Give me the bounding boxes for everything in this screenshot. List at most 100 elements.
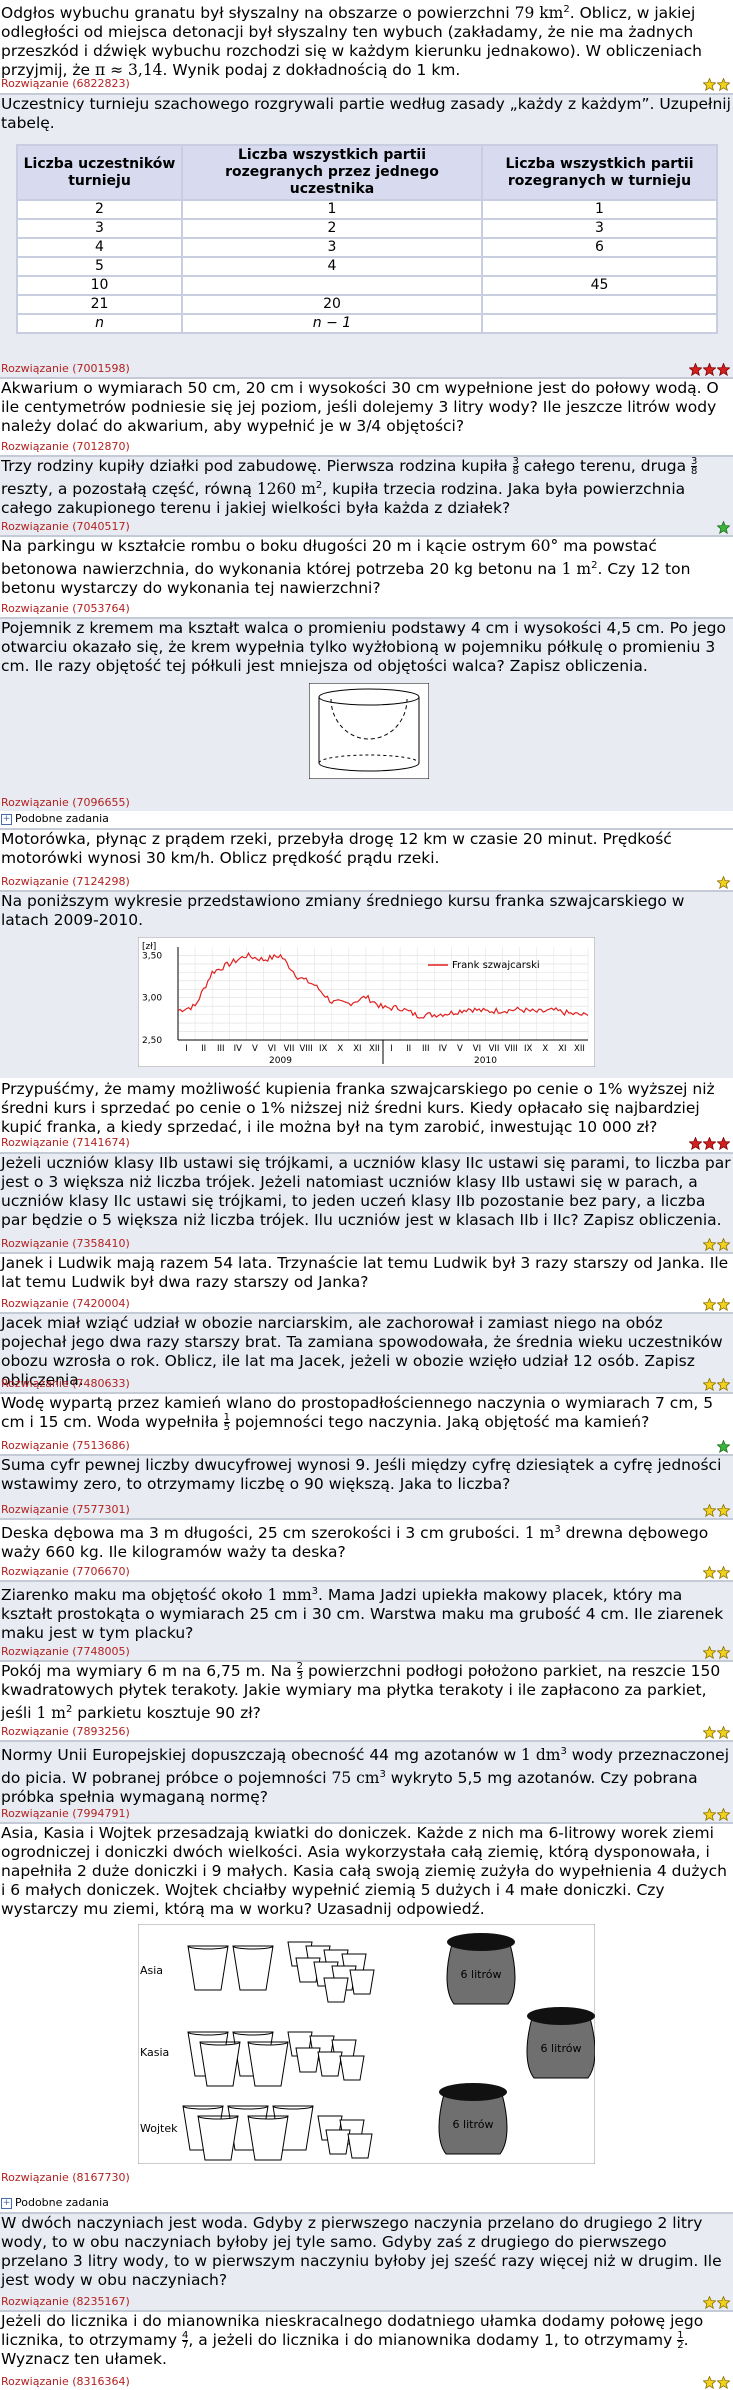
table-cell — [183, 277, 481, 294]
x-tick-label: II — [406, 1044, 411, 1054]
star-icon — [689, 363, 702, 376]
solution-link[interactable]: Rozwiązanie (7096655) — [1, 796, 130, 809]
x-tick-label: VII — [489, 1044, 500, 1054]
x-tick-label: XI — [353, 1044, 361, 1054]
star-icon — [717, 1808, 730, 1821]
franc-chart: [zł]3,503,002,50I II III IV V VI VII VIII IX X XI X… — [138, 937, 595, 1067]
row-label: Asia — [140, 1964, 163, 1977]
task-12: Jacek miał wziąć udział w obozie narciar… — [0, 1314, 733, 1392]
y-tick-label: 3,50 — [142, 951, 162, 961]
solution-link[interactable]: Rozwiązanie (7358410) — [1, 1237, 130, 1250]
task-text: Jacek miał wziąć udział w obozie narciar… — [1, 1314, 723, 1389]
task-text: Uczestnicy turnieju szachowego rozgrywal… — [1, 95, 731, 132]
table-cell: 20 — [183, 296, 481, 313]
small-pot — [317, 2051, 343, 2077]
task-text: W dwóch naczyniach jest woda. Gdyby z pi… — [1, 2214, 722, 2289]
solution-link[interactable]: Rozwiązanie (7420004) — [1, 1297, 130, 1310]
row-label: Kasia — [140, 2046, 169, 2059]
solution-link[interactable]: Rozwiązanie (6822823) — [1, 77, 130, 90]
task-text: Wodę wypartą przez kamień wlano do prost… — [1, 1394, 714, 1433]
solution-link[interactable]: Rozwiązanie (7706670) — [1, 1565, 130, 1578]
y-tick-label: 3,00 — [142, 994, 162, 1004]
task-text: Akwarium o wymiarach 50 cm, 20 cm i wyso… — [1, 379, 719, 435]
solution-link[interactable]: Rozwiązanie (8235167) — [1, 2295, 130, 2308]
chart-frame — [138, 937, 595, 1067]
bag-label: 6 litrów — [461, 1968, 502, 1981]
task-text: Deska dębowa ma 3 m długości, 25 cm szer… — [1, 1524, 709, 1562]
difficulty-stars — [717, 521, 730, 534]
legend-label: Frank szwajcarski — [452, 960, 540, 971]
task-text: Suma cyfr pewnej liczby dwucyfrowej wyno… — [1, 1456, 722, 1493]
x-tick-label: I — [390, 1044, 393, 1054]
similar-tasks-link[interactable]: + Podobne zadania — [1, 812, 109, 825]
bag-label: 6 litrów — [541, 2042, 582, 2055]
solution-link[interactable]: Rozwiązanie (7748005) — [1, 1645, 130, 1658]
table-cell: 4 — [183, 258, 481, 275]
solution-link[interactable]: Rozwiązanie (8167730) — [1, 2171, 130, 2184]
star-icon — [717, 2296, 730, 2309]
solution-link[interactable]: Rozwiązanie (7994791) — [1, 1807, 130, 1820]
x-tick-label: VI — [268, 1044, 276, 1054]
task-7: Motorówka, płynąc z prądem rzeki, przeby… — [0, 830, 733, 890]
x-tick-label: VII — [284, 1044, 295, 1054]
star-icon — [703, 1504, 716, 1517]
x-tick-label: IX — [524, 1044, 533, 1054]
task-text: Trzy rodziny kupiły działki pod zabudowę… — [1, 456, 698, 518]
x-tick-label: VIII — [504, 1044, 517, 1054]
star-icon — [717, 1440, 730, 1453]
table-cell: 45 — [483, 277, 716, 294]
table-row: 10 45 — [18, 277, 716, 294]
solution-link[interactable]: Rozwiązanie (7513686) — [1, 1439, 130, 1452]
solution-link[interactable]: Rozwiązanie (8316364) — [1, 2375, 130, 2388]
x-tick-label: XII — [369, 1044, 380, 1054]
task-11: Janek i Ludwik mają razem 54 lata. Trzyn… — [0, 1254, 733, 1312]
x-tick-label: X — [542, 1044, 548, 1054]
star-icon — [703, 2376, 716, 2389]
difficulty-stars — [703, 1566, 730, 1579]
small-pot — [347, 2133, 373, 2159]
task-text: Na poniższym wykresie przedstawiono zmia… — [1, 892, 685, 929]
table-cell: 4 — [18, 239, 181, 256]
cylinder-figure — [309, 683, 429, 779]
solution-link[interactable]: Rozwiązanie (7124298) — [1, 875, 130, 888]
solution-link[interactable]: Rozwiązanie (7001598) — [1, 362, 130, 375]
difficulty-stars — [703, 1646, 730, 1659]
task-21: Jeżeli do licznika i do mianownika niesk… — [0, 2312, 733, 2390]
task-text: Przypuśćmy, że mamy możliwość kupienia f… — [1, 1080, 715, 1136]
y-axis-label: [zł] — [142, 942, 156, 952]
difficulty-stars — [717, 1440, 730, 1453]
x-tick-label: III — [422, 1044, 430, 1054]
soil-bag — [526, 2017, 595, 2079]
solution-link[interactable]: Rozwiązanie (7053764) — [1, 602, 130, 615]
solution-link[interactable]: Rozwiązanie (7577301) — [1, 1503, 130, 1516]
plus-icon: + — [1, 2197, 12, 2209]
y-tick-label: 2,50 — [142, 1036, 162, 1046]
x-tick-label: III — [217, 1044, 225, 1054]
solution-link[interactable]: Rozwiązanie (7480633) — [1, 1377, 130, 1390]
star-icon — [703, 363, 716, 376]
series-line — [177, 951, 589, 1019]
col-header: Liczba uczestników turnieju — [18, 146, 181, 199]
star-icon — [703, 1808, 716, 1821]
solution-link[interactable]: Rozwiązanie (7893256) — [1, 1725, 130, 1738]
table-cell — [483, 315, 716, 332]
small-pot — [325, 2129, 351, 2155]
x-tick-label: V — [457, 1044, 463, 1054]
similar-tasks-link[interactable]: + Podobne zadania — [1, 2196, 109, 2209]
task-19: Asia, Kasia i Wojtek przesadzają kwiatki… — [0, 1824, 733, 2186]
star-icon — [703, 1298, 716, 1311]
star-icon — [717, 1238, 730, 1251]
solution-link[interactable]: Rozwiązanie (7141674) — [1, 1136, 130, 1149]
task-15: Deska dębowa ma 3 m długości, 25 cm szer… — [0, 1520, 733, 1580]
star-icon — [717, 1566, 730, 1579]
solution-link[interactable]: Rozwiązanie (7040517) — [1, 520, 130, 533]
table-cell: 10 — [18, 277, 181, 294]
star-icon — [703, 2296, 716, 2309]
solution-link[interactable]: Rozwiązanie (7012870) — [1, 440, 130, 453]
year-label: 2009 — [269, 1056, 292, 1066]
